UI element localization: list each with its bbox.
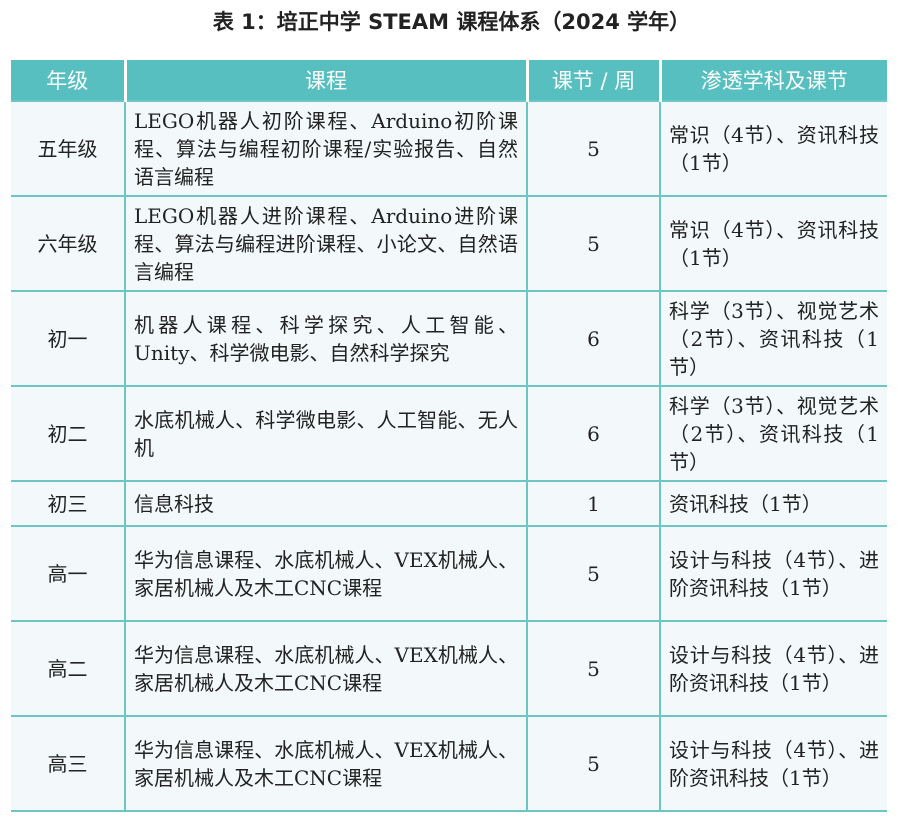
- subjects-cell: 资讯科技（1节）: [659, 480, 887, 527]
- periods-cell: 5: [526, 100, 661, 197]
- courses-cell: 信息科技: [124, 480, 528, 527]
- table-row: 初一 机器人课程、科学探究、人工智能、Unity、科学微电影、自然科学探究 6 科学（…: [11, 290, 887, 387]
- table-row: 高二 华为信息课程、水底机械人、VEX机械人、家居机械人及木工CNC课程 5 设计与科…: [11, 620, 887, 717]
- grade-cell: 高三: [11, 715, 126, 812]
- periods-cell: 1: [526, 480, 661, 527]
- table-title: 表 1：培正中学 STEAM 课程体系（2024 学年）: [212, 10, 691, 34]
- grade-cell: 五年级: [11, 100, 126, 197]
- courses-cell: 华为信息课程、水底机械人、VEX机械人、家居机械人及木工CNC课程: [124, 525, 528, 622]
- header-subjects: 渗透学科及课节: [658, 60, 887, 101]
- courses-cell: 华为信息课程、水底机械人、VEX机械人、家居机械人及木工CNC课程: [124, 620, 528, 717]
- courses-cell: LEGO机器人进阶课程、Arduino进阶课程、算法与编程进阶课程、小论文、自然…: [124, 195, 528, 292]
- grade-cell: 高二: [11, 620, 126, 717]
- grade-cell: 初三: [11, 480, 126, 527]
- table-row: 五年级 LEGO机器人初阶课程、Arduino初阶课程、算法与编程初阶课程/实验报…: [11, 100, 887, 197]
- grade-cell: 初一: [11, 290, 126, 387]
- table-row: 初三 信息科技 1 资讯科技（1节）: [11, 480, 887, 527]
- periods-cell: 5: [526, 195, 661, 292]
- courses-cell: 华为信息课程、水底机械人、VEX机械人、家居机械人及木工CNC课程: [124, 715, 528, 812]
- periods-cell: 5: [526, 620, 661, 717]
- subjects-cell: 设计与科技（4节）、进阶资讯科技（1节）: [659, 715, 887, 812]
- grade-cell: 高一: [11, 525, 126, 622]
- header-row: 年级 课程 课节 / 周 渗透学科及课节: [11, 60, 887, 101]
- subjects-cell: 常识（4节）、资讯科技（1节）: [659, 195, 887, 292]
- header-grade: 年级: [11, 60, 125, 101]
- periods-cell: 6: [526, 385, 661, 482]
- grade-cell: 初二: [11, 385, 126, 482]
- periods-cell: 6: [526, 290, 661, 387]
- table-row: 高一 华为信息课程、水底机械人、VEX机械人、家居机械人及木工CNC课程 5 设计与科…: [11, 525, 887, 622]
- header-periods: 课节 / 周: [525, 60, 660, 101]
- steam-curriculum-table: 年级 课程 课节 / 周 渗透学科及课节 五年级 LEGO机器人初阶课程、Ardu…: [11, 60, 887, 812]
- courses-cell: 机器人课程、科学探究、人工智能、Unity、科学微电影、自然科学探究: [124, 290, 528, 387]
- header-courses: 课程: [123, 60, 527, 101]
- grade-cell: 六年级: [11, 195, 126, 292]
- table-row: 高三 华为信息课程、水底机械人、VEX机械人、家居机械人及木工CNC课程 5 设计与科…: [11, 715, 887, 812]
- table-row: 初二 水底机械人、科学微电影、人工智能、无人机 6 科学（3节）、视觉艺术（2节）、资…: [11, 385, 887, 482]
- periods-cell: 5: [526, 525, 661, 622]
- subjects-cell: 科学（3节）、视觉艺术（2节）、资讯科技（1节）: [659, 385, 887, 482]
- subjects-cell: 设计与科技（4节）、进阶资讯科技（1节）: [659, 620, 887, 717]
- courses-cell: 水底机械人、科学微电影、人工智能、无人机: [124, 385, 528, 482]
- courses-cell: LEGO机器人初阶课程、Arduino初阶课程、算法与编程初阶课程/实验报告、自…: [124, 100, 528, 197]
- subjects-cell: 常识（4节）、资讯科技（1节）: [659, 100, 887, 197]
- table-row: 六年级 LEGO机器人进阶课程、Arduino进阶课程、算法与编程进阶课程、小论文…: [11, 195, 887, 292]
- periods-cell: 5: [526, 715, 661, 812]
- subjects-cell: 科学（3节）、视觉艺术（2节）、资讯科技（1节）: [659, 290, 887, 387]
- subjects-cell: 设计与科技（4节）、进阶资讯科技（1节）: [659, 525, 887, 622]
